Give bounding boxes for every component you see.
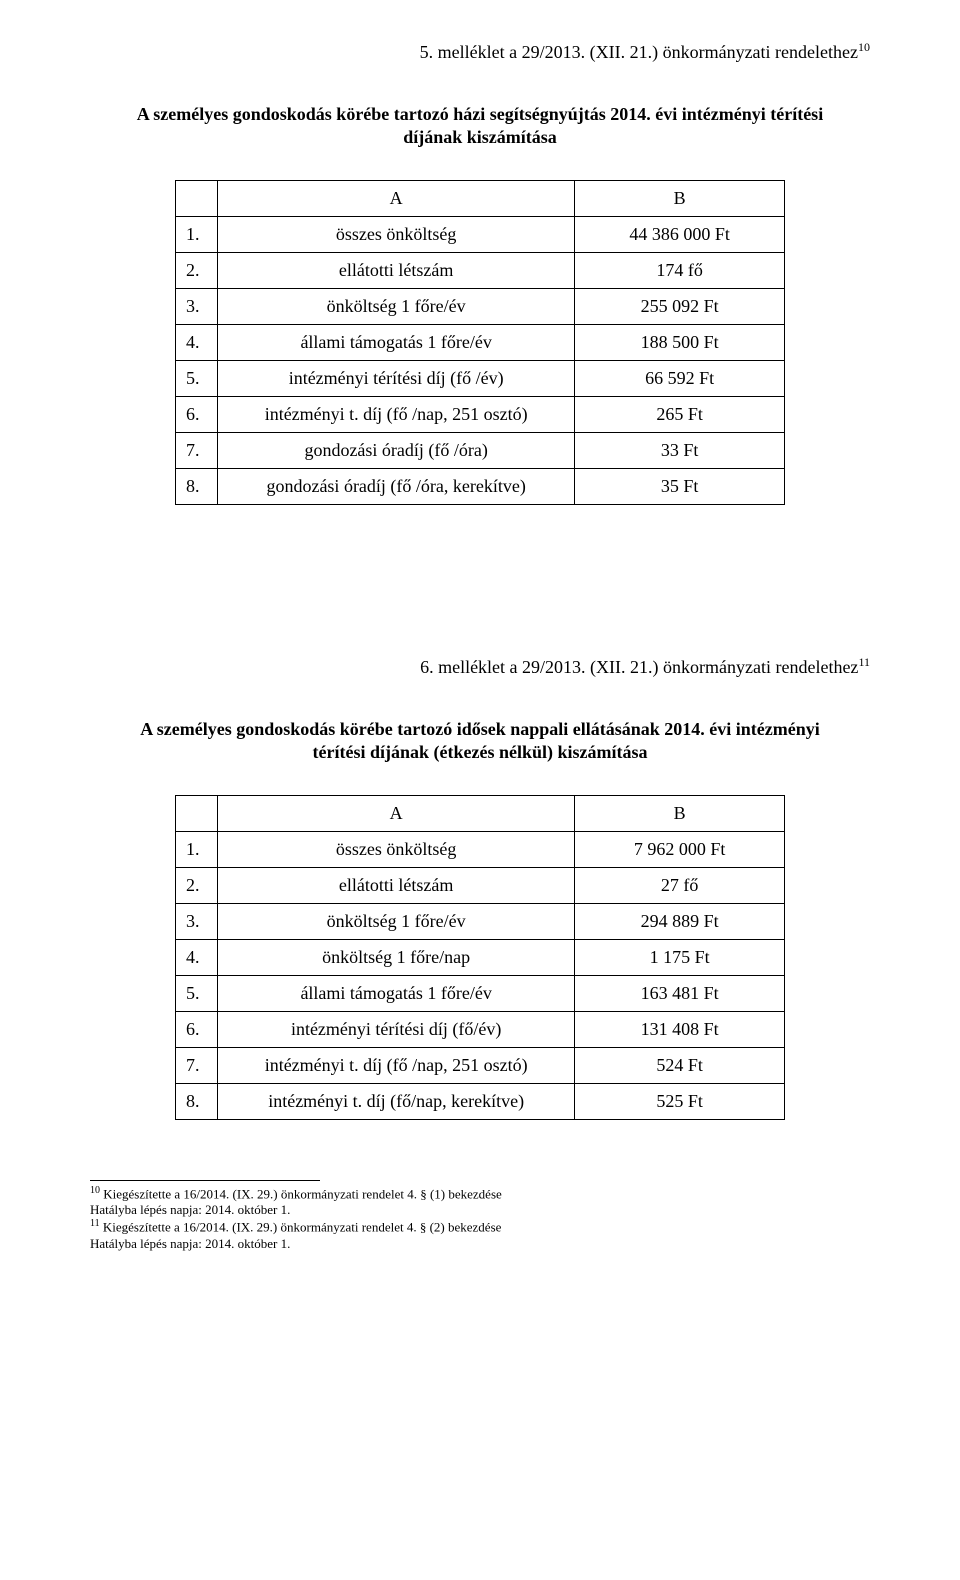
row-label: önköltség 1 főre/év xyxy=(217,903,574,939)
table-row: 7.intézményi t. díj (fő /nap, 251 osztó)… xyxy=(176,1047,785,1083)
row-label: gondozási óradíj (fő /óra) xyxy=(217,432,574,468)
attachment-header-2-text: 6. melléklet a 29/2013. (XII. 21.) önkor… xyxy=(420,657,858,677)
row-value: 265 Ft xyxy=(575,396,785,432)
table-row: 5.állami támogatás 1 főre/év163 481 Ft xyxy=(176,975,785,1011)
table-row: 6.intézményi térítési díj (fő/év)131 408… xyxy=(176,1011,785,1047)
row-value: 35 Ft xyxy=(575,468,785,504)
table-row: 8.gondozási óradíj (fő /óra, kerekítve)3… xyxy=(176,468,785,504)
table-row: 1.összes önköltség7 962 000 Ft xyxy=(176,831,785,867)
row-value: 255 092 Ft xyxy=(575,288,785,324)
row-label: intézményi térítési díj (fő /év) xyxy=(217,360,574,396)
table-row: 2.ellátotti létszám27 fő xyxy=(176,867,785,903)
table-header-row: A B xyxy=(176,180,785,216)
table-header-b: B xyxy=(575,180,785,216)
row-label: ellátotti létszám xyxy=(217,867,574,903)
row-number: 6. xyxy=(176,396,218,432)
table-row: 2.ellátotti létszám174 fő xyxy=(176,252,785,288)
section-title-2: A személyes gondoskodás körébe tartozó i… xyxy=(90,718,870,765)
attachment-header-1-fn: 10 xyxy=(858,40,870,54)
row-value: 66 592 Ft xyxy=(575,360,785,396)
attachment-header-1-text: 5. melléklet a 29/2013. (XII. 21.) önkor… xyxy=(420,42,858,62)
row-label: állami támogatás 1 főre/év xyxy=(217,324,574,360)
table-header-a: A xyxy=(217,180,574,216)
table-row: 4.önköltség 1 főre/nap1 175 Ft xyxy=(176,939,785,975)
table-header-empty xyxy=(176,795,218,831)
row-number: 5. xyxy=(176,360,218,396)
row-number: 7. xyxy=(176,1047,218,1083)
table-2: A B 1.összes önköltség7 962 000 Ft2.ellá… xyxy=(175,795,785,1120)
row-label: gondozási óradíj (fő /óra, kerekítve) xyxy=(217,468,574,504)
footnote: 11 Kiegészítette a 16/2014. (IX. 29.) ön… xyxy=(90,1218,870,1252)
row-value: 188 500 Ft xyxy=(575,324,785,360)
row-number: 7. xyxy=(176,432,218,468)
row-number: 8. xyxy=(176,1083,218,1119)
table-row: 7.gondozási óradíj (fő /óra)33 Ft xyxy=(176,432,785,468)
table-row: 3.önköltség 1 főre/év255 092 Ft xyxy=(176,288,785,324)
row-label: összes önköltség xyxy=(217,216,574,252)
table-row: 4.állami támogatás 1 főre/év188 500 Ft xyxy=(176,324,785,360)
row-value: 27 fő xyxy=(575,867,785,903)
row-number: 2. xyxy=(176,252,218,288)
table-row: 3.önköltség 1 főre/év294 889 Ft xyxy=(176,903,785,939)
footnote-line-1: Kiegészítette a 16/2014. (IX. 29.) önkor… xyxy=(100,1186,502,1201)
table-header-row: A B xyxy=(176,795,785,831)
footnote-number: 11 xyxy=(90,1218,100,1229)
table-1: A B 1.összes önköltség44 386 000 Ft2.ell… xyxy=(175,180,785,505)
row-number: 6. xyxy=(176,1011,218,1047)
row-number: 4. xyxy=(176,939,218,975)
row-value: 7 962 000 Ft xyxy=(575,831,785,867)
attachment-header-2-fn: 11 xyxy=(858,655,870,669)
table-header-empty xyxy=(176,180,218,216)
row-label: intézményi t. díj (fő /nap, 251 osztó) xyxy=(217,396,574,432)
footnote: 10 Kiegészítette a 16/2014. (IX. 29.) ön… xyxy=(90,1185,870,1219)
attachment-header-2: 6. melléklet a 29/2013. (XII. 21.) önkor… xyxy=(90,655,870,678)
footnote-separator xyxy=(90,1180,320,1181)
row-number: 1. xyxy=(176,831,218,867)
table-header-b: B xyxy=(575,795,785,831)
row-number: 3. xyxy=(176,288,218,324)
row-label: intézményi t. díj (fő/nap, kerekítve) xyxy=(217,1083,574,1119)
table-header-a: A xyxy=(217,795,574,831)
footnote-line-2: Hatályba lépés napja: 2014. október 1. xyxy=(90,1202,290,1217)
row-value: 44 386 000 Ft xyxy=(575,216,785,252)
row-number: 1. xyxy=(176,216,218,252)
row-number: 8. xyxy=(176,468,218,504)
row-value: 524 Ft xyxy=(575,1047,785,1083)
row-value: 174 fő xyxy=(575,252,785,288)
footnote-line-1: Kiegészítette a 16/2014. (IX. 29.) önkor… xyxy=(100,1220,502,1235)
row-value: 131 408 Ft xyxy=(575,1011,785,1047)
row-label: összes önköltség xyxy=(217,831,574,867)
row-number: 3. xyxy=(176,903,218,939)
section-title-1: A személyes gondoskodás körébe tartozó h… xyxy=(90,103,870,150)
row-number: 2. xyxy=(176,867,218,903)
row-value: 163 481 Ft xyxy=(575,975,785,1011)
row-value: 525 Ft xyxy=(575,1083,785,1119)
row-label: intézményi térítési díj (fő/év) xyxy=(217,1011,574,1047)
row-value: 294 889 Ft xyxy=(575,903,785,939)
row-value: 1 175 Ft xyxy=(575,939,785,975)
footnotes-block: 10 Kiegészítette a 16/2014. (IX. 29.) ön… xyxy=(90,1185,870,1253)
row-label: ellátotti létszám xyxy=(217,252,574,288)
row-label: állami támogatás 1 főre/év xyxy=(217,975,574,1011)
table-row: 5.intézményi térítési díj (fő /év)66 592… xyxy=(176,360,785,396)
row-label: önköltség 1 főre/nap xyxy=(217,939,574,975)
table-row: 6.intézményi t. díj (fő /nap, 251 osztó)… xyxy=(176,396,785,432)
table-row: 8.intézményi t. díj (fő/nap, kerekítve)5… xyxy=(176,1083,785,1119)
row-value: 33 Ft xyxy=(575,432,785,468)
footnote-number: 10 xyxy=(90,1185,100,1196)
row-number: 5. xyxy=(176,975,218,1011)
row-label: intézményi t. díj (fő /nap, 251 osztó) xyxy=(217,1047,574,1083)
footnote-line-2: Hatályba lépés napja: 2014. október 1. xyxy=(90,1236,290,1251)
attachment-header-1: 5. melléklet a 29/2013. (XII. 21.) önkor… xyxy=(90,40,870,63)
row-number: 4. xyxy=(176,324,218,360)
table-row: 1.összes önköltség44 386 000 Ft xyxy=(176,216,785,252)
row-label: önköltség 1 főre/év xyxy=(217,288,574,324)
